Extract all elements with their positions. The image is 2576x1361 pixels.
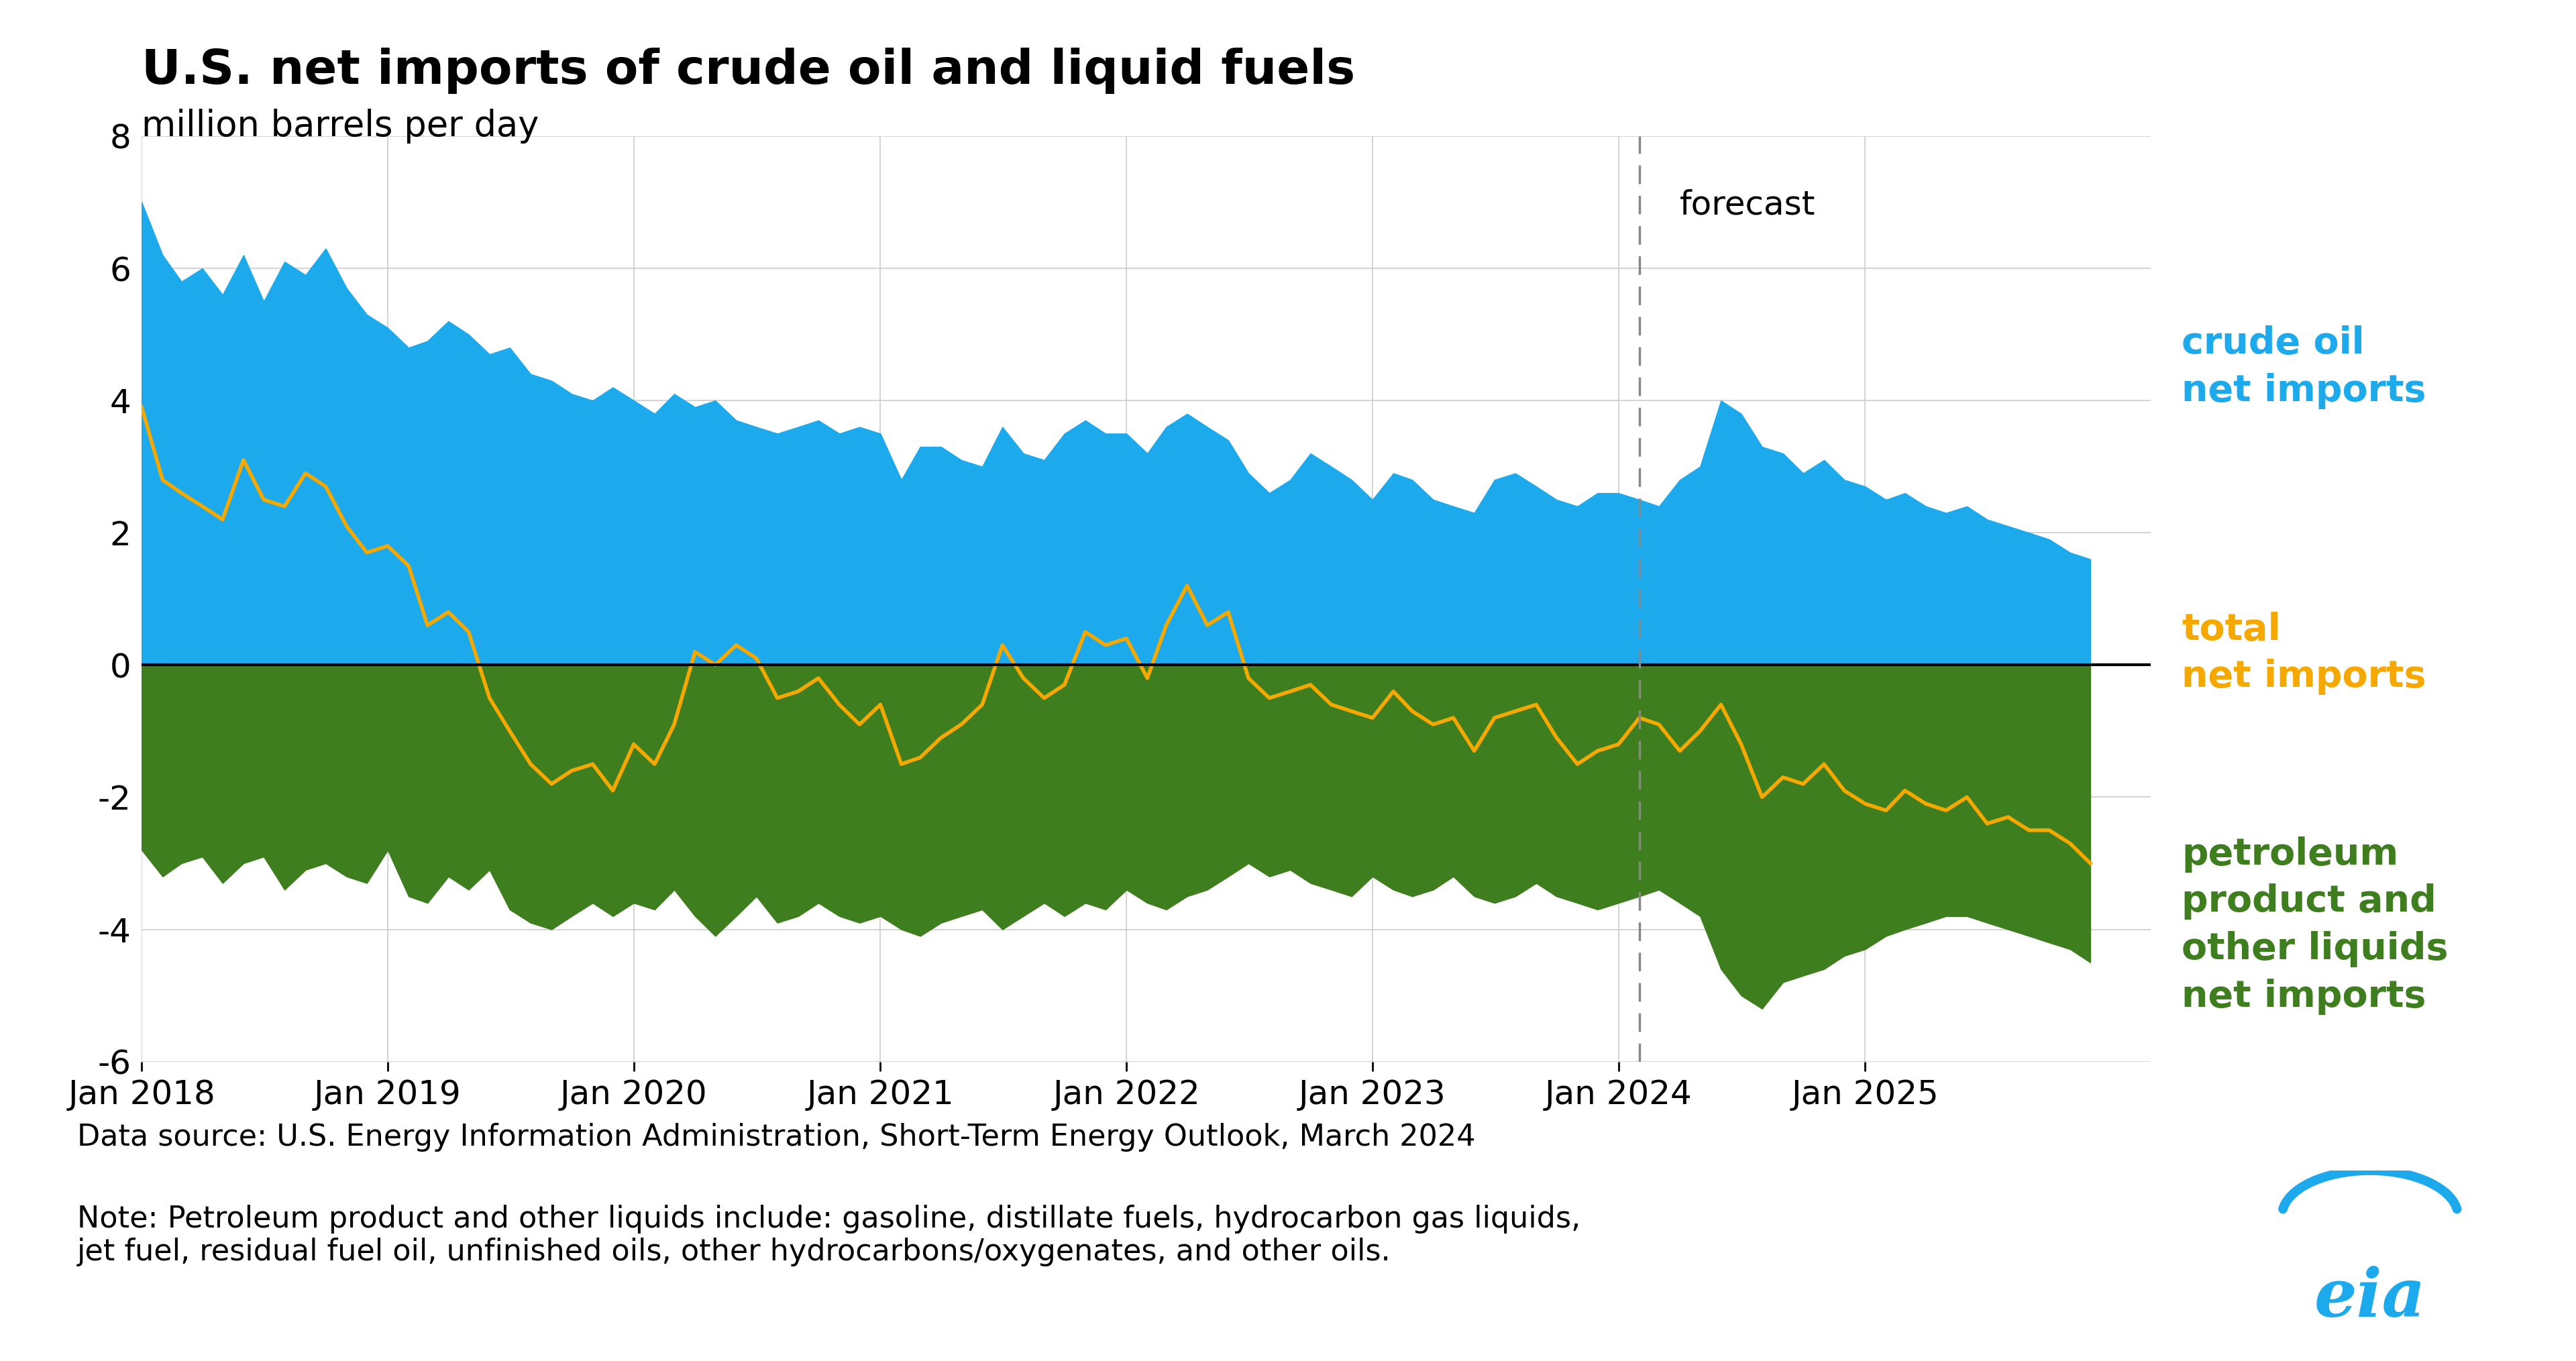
Text: Note: Petroleum product and other liquids include: gasoline, distillate fuels, h: Note: Petroleum product and other liquid… [77,1204,1582,1267]
Text: total
net imports: total net imports [2182,611,2427,695]
Text: million barrels per day: million barrels per day [142,109,538,144]
Text: petroleum
product and
other liquids
net imports: petroleum product and other liquids net … [2182,836,2450,1015]
Text: eia: eia [2313,1266,2427,1330]
Text: crude oil
net imports: crude oil net imports [2182,325,2427,410]
Text: U.S. net imports of crude oil and liquid fuels: U.S. net imports of crude oil and liquid… [142,48,1355,94]
Text: forecast: forecast [1680,189,1816,222]
Text: Data source: U.S. Energy Information Administration, Short-Term Energy Outlook, : Data source: U.S. Energy Information Adm… [77,1123,1476,1151]
